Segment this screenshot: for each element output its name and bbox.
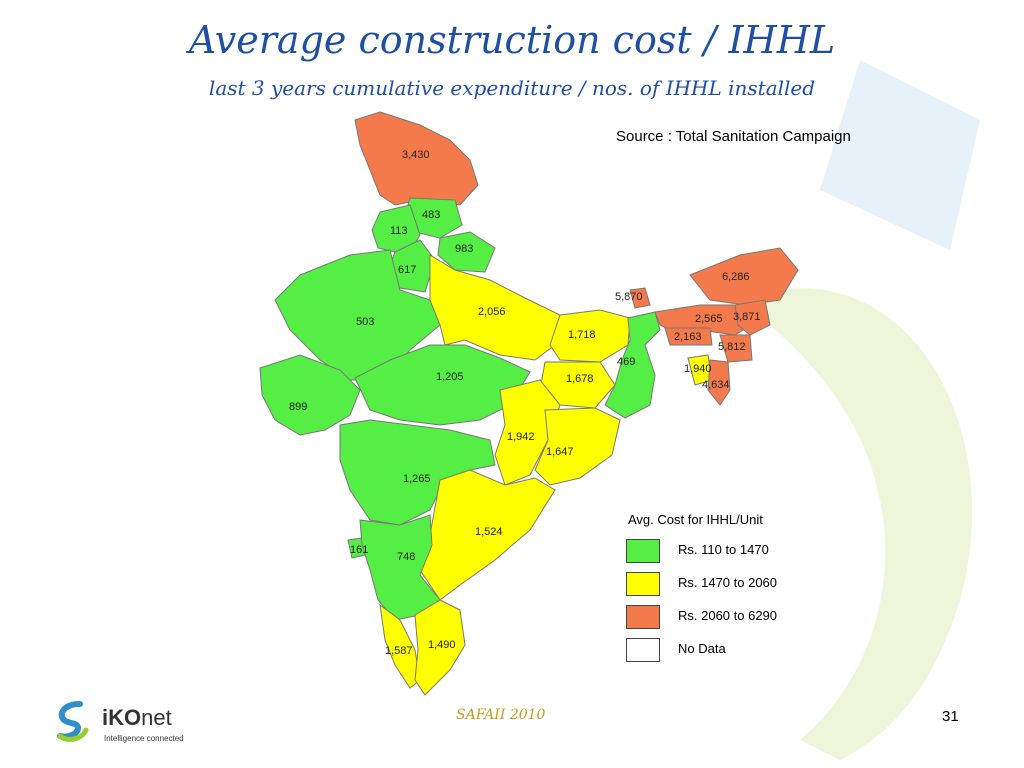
legend-swatch [626,572,660,596]
label-orissa: 1,647 [546,446,574,458]
label-bihar: 1,718 [568,329,596,341]
label-madhya-pradesh: 1,205 [436,371,464,383]
label-gujarat: 899 [289,401,307,413]
legend-item: Rs. 110 to 1470 [612,539,812,572]
state-manipur [719,334,753,363]
label-chhattisgarh: 1,942 [507,431,535,443]
label-jammu-kashmir: 3,430 [402,149,430,161]
ikonet-logo: iKOnet Intelligence connected [52,700,202,750]
label-karnataka: 748 [397,551,415,563]
label-himachal: 483 [422,209,440,221]
source-note: Source : Total Sanitation Campaign [616,128,851,145]
legend-item: No Data [612,638,812,671]
label-assam: 2,565 [695,313,723,325]
logo-name: iKOnet [102,705,172,730]
label-jharkhand: 1,678 [566,373,594,385]
label-sikkim: 5,870 [615,291,643,303]
page-number: 31 [942,708,959,725]
label-mizoram: 4,634 [702,379,730,391]
state-rajasthan [274,249,441,381]
legend-label: Rs. 1470 to 2060 [678,575,778,590]
legend-swatch [626,605,660,629]
state-kerala [379,603,421,689]
legend-label: Rs. 2060 to 6290 [678,608,778,623]
map-legend: Avg. Cost for IHHL/Unit Rs. 110 to 1470 … [612,508,812,671]
label-tamil-nadu: 1,490 [428,639,456,651]
label-west-bengal: 469 [617,356,635,368]
state-sikkim [629,287,651,309]
state-nagaland [734,299,771,336]
label-haryana: 617 [398,264,416,276]
label-uttar-pradesh: 2,056 [478,306,506,318]
state-jammu-kashmir [354,111,479,206]
state-arunachal [689,247,799,306]
legend-swatch [626,539,660,563]
state-tamil-nadu [414,599,466,696]
state-bihar [549,309,631,363]
label-tripura: 1,940 [684,363,712,375]
label-arunachal: 6,286 [722,271,750,283]
logo-tagline: Intelligence connected [104,734,184,743]
label-rajasthan: 503 [356,316,374,328]
state-gujarat [259,354,361,436]
label-uttarakhand: 983 [455,243,473,255]
state-west-bengal [604,311,661,419]
legend-item: Rs. 2060 to 6290 [612,605,812,638]
state-mizoram [707,359,731,406]
state-uttar-pradesh [429,254,561,361]
label-meghalaya: 2,163 [674,331,702,343]
legend-item: Rs. 1470 to 2060 [612,572,812,605]
label-manipur: 5,812 [718,341,746,353]
state-orissa [534,407,621,486]
label-goa: 161 [350,544,368,556]
slide-subtitle: last 3 years cumulative expenditure / no… [208,76,816,100]
legend-label: No Data [678,641,726,656]
ikonet-swirl-icon [57,701,89,742]
state-uttarakhand [437,231,496,273]
legend-swatch [626,638,660,662]
label-nagaland: 3,871 [733,311,761,323]
label-punjab: 113 [390,225,408,237]
legend-title: Avg. Cost for IHHL/Unit [628,512,763,527]
label-kerala: 1,587 [385,645,413,657]
slide-title: Average construction cost / IHHL [188,18,836,62]
label-maharashtra: 1,265 [403,473,431,485]
state-meghalaya [664,327,713,346]
label-andhra-pradesh: 1,524 [475,526,503,538]
legend-label: Rs. 110 to 1470 [678,542,769,557]
state-chhattisgarh [494,379,561,486]
footer-event: SAFAII 2010 [456,707,546,723]
